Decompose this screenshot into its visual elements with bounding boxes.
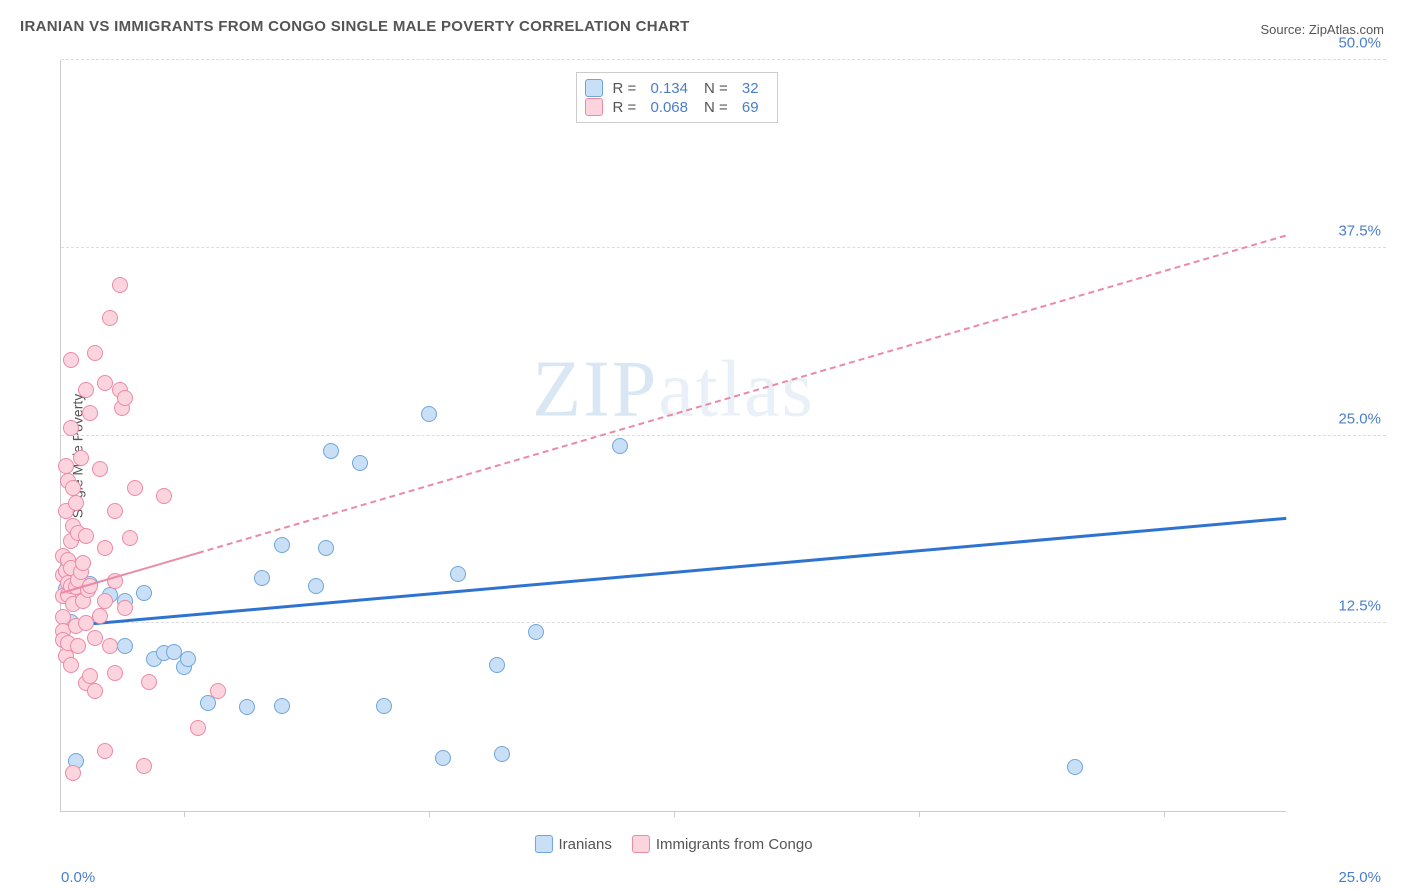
- gridline: [61, 59, 1386, 60]
- data-point: [127, 480, 143, 496]
- data-point: [1067, 759, 1083, 775]
- data-point: [450, 566, 466, 582]
- data-point: [87, 345, 103, 361]
- data-point: [494, 746, 510, 762]
- data-point: [435, 750, 451, 766]
- data-point: [117, 390, 133, 406]
- data-point: [210, 683, 226, 699]
- data-point: [254, 570, 270, 586]
- data-point: [122, 530, 138, 546]
- x-axis-max: 25.0%: [1338, 869, 1381, 886]
- y-tick-label: 12.5%: [1291, 598, 1381, 615]
- x-tick: [674, 811, 675, 817]
- chart-title: IRANIAN VS IMMIGRANTS FROM CONGO SINGLE …: [20, 18, 690, 35]
- data-point: [136, 758, 152, 774]
- plot-container: Single Male Poverty ZIPatlas R = 0.134N …: [50, 50, 1386, 862]
- data-point: [136, 585, 152, 601]
- data-point: [78, 382, 94, 398]
- data-point: [112, 277, 128, 293]
- data-point: [612, 438, 628, 454]
- gridline: [61, 435, 1386, 436]
- x-tick: [919, 811, 920, 817]
- data-point: [166, 644, 182, 660]
- data-point: [180, 651, 196, 667]
- data-point: [107, 503, 123, 519]
- data-point: [141, 674, 157, 690]
- data-point: [117, 638, 133, 654]
- data-point: [78, 528, 94, 544]
- data-point: [318, 540, 334, 556]
- data-point: [82, 668, 98, 684]
- data-point: [70, 638, 86, 654]
- data-point: [75, 555, 91, 571]
- data-point: [102, 310, 118, 326]
- data-point: [92, 608, 108, 624]
- legend-row: R = 0.068N = 69: [585, 98, 765, 116]
- data-point: [58, 458, 74, 474]
- watermark: ZIPatlas: [532, 345, 815, 436]
- data-point: [156, 488, 172, 504]
- data-point: [102, 638, 118, 654]
- data-point: [97, 375, 113, 391]
- data-point: [274, 698, 290, 714]
- y-tick-label: 37.5%: [1291, 222, 1381, 239]
- data-point: [308, 578, 324, 594]
- data-point: [239, 699, 255, 715]
- legend-item: Iranians: [534, 835, 611, 853]
- trend-line: [61, 517, 1286, 628]
- data-point: [87, 630, 103, 646]
- data-point: [63, 352, 79, 368]
- trend-line: [198, 234, 1286, 553]
- legend-row: R = 0.134N = 32: [585, 79, 765, 97]
- data-point: [65, 765, 81, 781]
- data-point: [63, 420, 79, 436]
- data-point: [87, 683, 103, 699]
- data-point: [65, 480, 81, 496]
- data-point: [421, 406, 437, 422]
- data-point: [274, 537, 290, 553]
- x-axis-min: 0.0%: [61, 869, 95, 886]
- x-tick: [1164, 811, 1165, 817]
- y-tick-label: 50.0%: [1291, 35, 1381, 52]
- data-point: [107, 665, 123, 681]
- data-point: [63, 657, 79, 673]
- data-point: [78, 615, 94, 631]
- data-point: [68, 495, 84, 511]
- series-legend: Iranians Immigrants from Congo: [534, 835, 812, 853]
- data-point: [97, 540, 113, 556]
- data-point: [97, 593, 113, 609]
- data-point: [73, 450, 89, 466]
- data-point: [82, 405, 98, 421]
- x-tick: [184, 811, 185, 817]
- correlation-legend: R = 0.134N = 32R = 0.068N = 69: [576, 72, 778, 123]
- data-point: [92, 461, 108, 477]
- plot-area: ZIPatlas R = 0.134N = 32R = 0.068N = 69 …: [60, 60, 1286, 812]
- legend-item: Immigrants from Congo: [632, 835, 813, 853]
- data-point: [190, 720, 206, 736]
- gridline: [61, 247, 1386, 248]
- x-tick: [429, 811, 430, 817]
- data-point: [528, 624, 544, 640]
- data-point: [117, 600, 133, 616]
- data-point: [352, 455, 368, 471]
- y-tick-label: 25.0%: [1291, 410, 1381, 427]
- data-point: [376, 698, 392, 714]
- data-point: [489, 657, 505, 673]
- gridline: [61, 622, 1386, 623]
- data-point: [323, 443, 339, 459]
- data-point: [97, 743, 113, 759]
